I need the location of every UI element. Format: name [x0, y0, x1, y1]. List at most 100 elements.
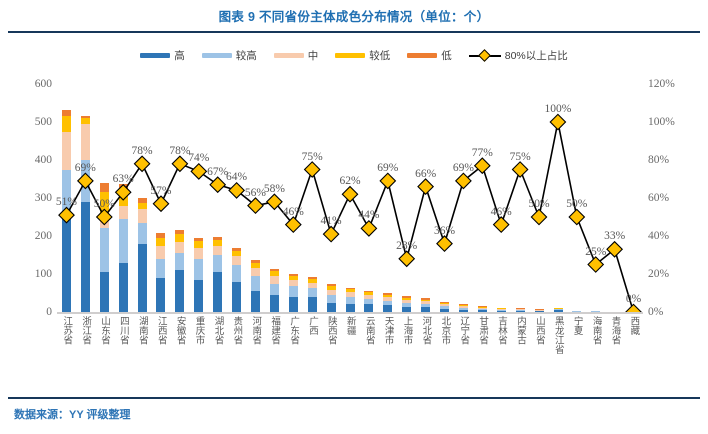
x-axis-label-26: 黑龙江省 [549, 316, 568, 378]
bar-column[interactable] [492, 84, 511, 312]
bar-stack [232, 248, 242, 312]
x-axis-label-15: 新疆 [341, 316, 360, 378]
bar-segment [194, 258, 204, 280]
plot-area: 51% 69% 50% 63% 78% 57% 78% 74% 67% 64% 56% 58% 46% 7… [56, 84, 643, 312]
bar-segment [156, 277, 166, 312]
legend-item-5[interactable]: 80%以上占比 [468, 48, 568, 63]
bar-column[interactable] [227, 84, 246, 312]
bar-column[interactable] [303, 84, 322, 312]
data-label: 44% [358, 209, 380, 222]
bar-segment [137, 243, 147, 312]
x-axis-label-text: 四川省 [117, 316, 129, 345]
bar-column[interactable] [435, 84, 454, 312]
bar-segment [307, 296, 317, 312]
y-tick-left: 100 [34, 268, 52, 280]
data-label: 63% [112, 173, 134, 186]
bar-segment [251, 275, 261, 292]
legend-swatch-icon [407, 53, 438, 58]
legend-label: 高 [174, 50, 185, 62]
legend-swatch-icon [201, 53, 232, 58]
bar-segment [61, 109, 71, 117]
data-label: 50% [93, 198, 115, 210]
x-axis-label-27: 宁夏 [567, 316, 586, 378]
bar-column[interactable] [624, 84, 643, 312]
bar-column[interactable] [549, 84, 568, 312]
x-axis-label-29: 青海省 [605, 316, 624, 378]
bar-column[interactable] [397, 84, 416, 312]
x-axis-label-text: 湖南省 [136, 316, 148, 345]
bar-column[interactable] [360, 84, 379, 312]
legend-item-3[interactable]: 较低 [335, 48, 390, 63]
legend-item-2[interactable]: 中 [273, 48, 318, 63]
legend-line-marker-icon [468, 49, 501, 62]
data-label: 75% [301, 150, 323, 163]
data-label: 25% [585, 245, 607, 258]
x-axis-label-text: 云南省 [363, 316, 375, 345]
bar-column[interactable] [189, 84, 208, 312]
y-tick-left: 0 [46, 306, 52, 318]
x-axis-label-text: 西藏 [628, 316, 640, 335]
x-axis-label-text: 山东省 [99, 316, 111, 345]
bar-stack [364, 290, 374, 312]
y-tick-left: 600 [34, 78, 52, 90]
x-axis-label-14: 陕西省 [322, 316, 341, 378]
bar-segment [137, 202, 147, 210]
bar-segment [269, 275, 279, 284]
legend-item-1[interactable]: 较高 [201, 48, 257, 63]
bar-column[interactable] [76, 84, 95, 312]
legend-item-4[interactable]: 低 [407, 48, 452, 63]
x-axis-label-0: 江苏省 [57, 316, 76, 378]
bar-column[interactable] [378, 84, 397, 312]
bar-column[interactable] [322, 84, 341, 312]
y-axis-right: 0% 20% 40% 60% 80% 100% 120% [648, 78, 706, 318]
x-axis-label-24: 内蒙古 [511, 316, 530, 378]
bar-segment [288, 286, 298, 297]
y-tick-right: 60% [648, 192, 670, 204]
bar-segment [80, 116, 90, 119]
bar-segment [269, 283, 279, 295]
x-axis-label-text: 江苏省 [61, 316, 73, 345]
bar-segment [80, 201, 90, 312]
bar-column[interactable] [114, 84, 133, 312]
bar-column[interactable] [208, 84, 227, 312]
x-axis-label-text: 湖北省 [212, 316, 224, 345]
y-tick-right: 0% [648, 306, 664, 318]
bar-column[interactable] [152, 84, 171, 312]
legend-item-0[interactable]: 高 [140, 48, 185, 63]
bar-column[interactable] [586, 84, 605, 312]
bar-segment [232, 256, 242, 265]
bar-column[interactable] [133, 84, 152, 312]
bar-segment [194, 241, 204, 249]
bar-column[interactable] [473, 84, 492, 312]
bar-column[interactable] [416, 84, 435, 312]
y-tick-right: 120% [648, 78, 675, 90]
legend-label: 较低 [369, 50, 391, 62]
x-axis-label-3: 四川省 [114, 316, 133, 378]
y-tick-left: 200 [34, 230, 52, 242]
legend-label: 低 [441, 50, 452, 62]
bar-segment [118, 190, 128, 206]
x-axis-label-text: 江西省 [155, 316, 167, 345]
bar-stack [326, 284, 336, 312]
bar-segment [61, 215, 71, 312]
x-axis-label-text: 山西省 [533, 316, 545, 345]
data-label: 66% [415, 167, 437, 180]
x-axis-label-1: 浙江省 [76, 316, 95, 378]
bar-column[interactable] [511, 84, 530, 312]
bar-column[interactable] [341, 84, 360, 312]
bar-stack [402, 296, 412, 312]
bar-stack [288, 274, 298, 312]
bar-segment [345, 303, 355, 312]
bar-column[interactable] [284, 84, 303, 312]
bar-segment [288, 296, 298, 312]
bar-stack [345, 287, 355, 312]
footer-divider [8, 397, 700, 399]
bar-segment [232, 264, 242, 282]
bar-column[interactable] [265, 84, 284, 312]
bar-column[interactable] [605, 84, 624, 312]
bar-segment [213, 272, 223, 312]
bar-segment [118, 205, 128, 219]
bar-column[interactable] [454, 84, 473, 312]
bar-column[interactable] [170, 84, 189, 312]
x-axis-label-text: 贵州省 [231, 316, 243, 345]
